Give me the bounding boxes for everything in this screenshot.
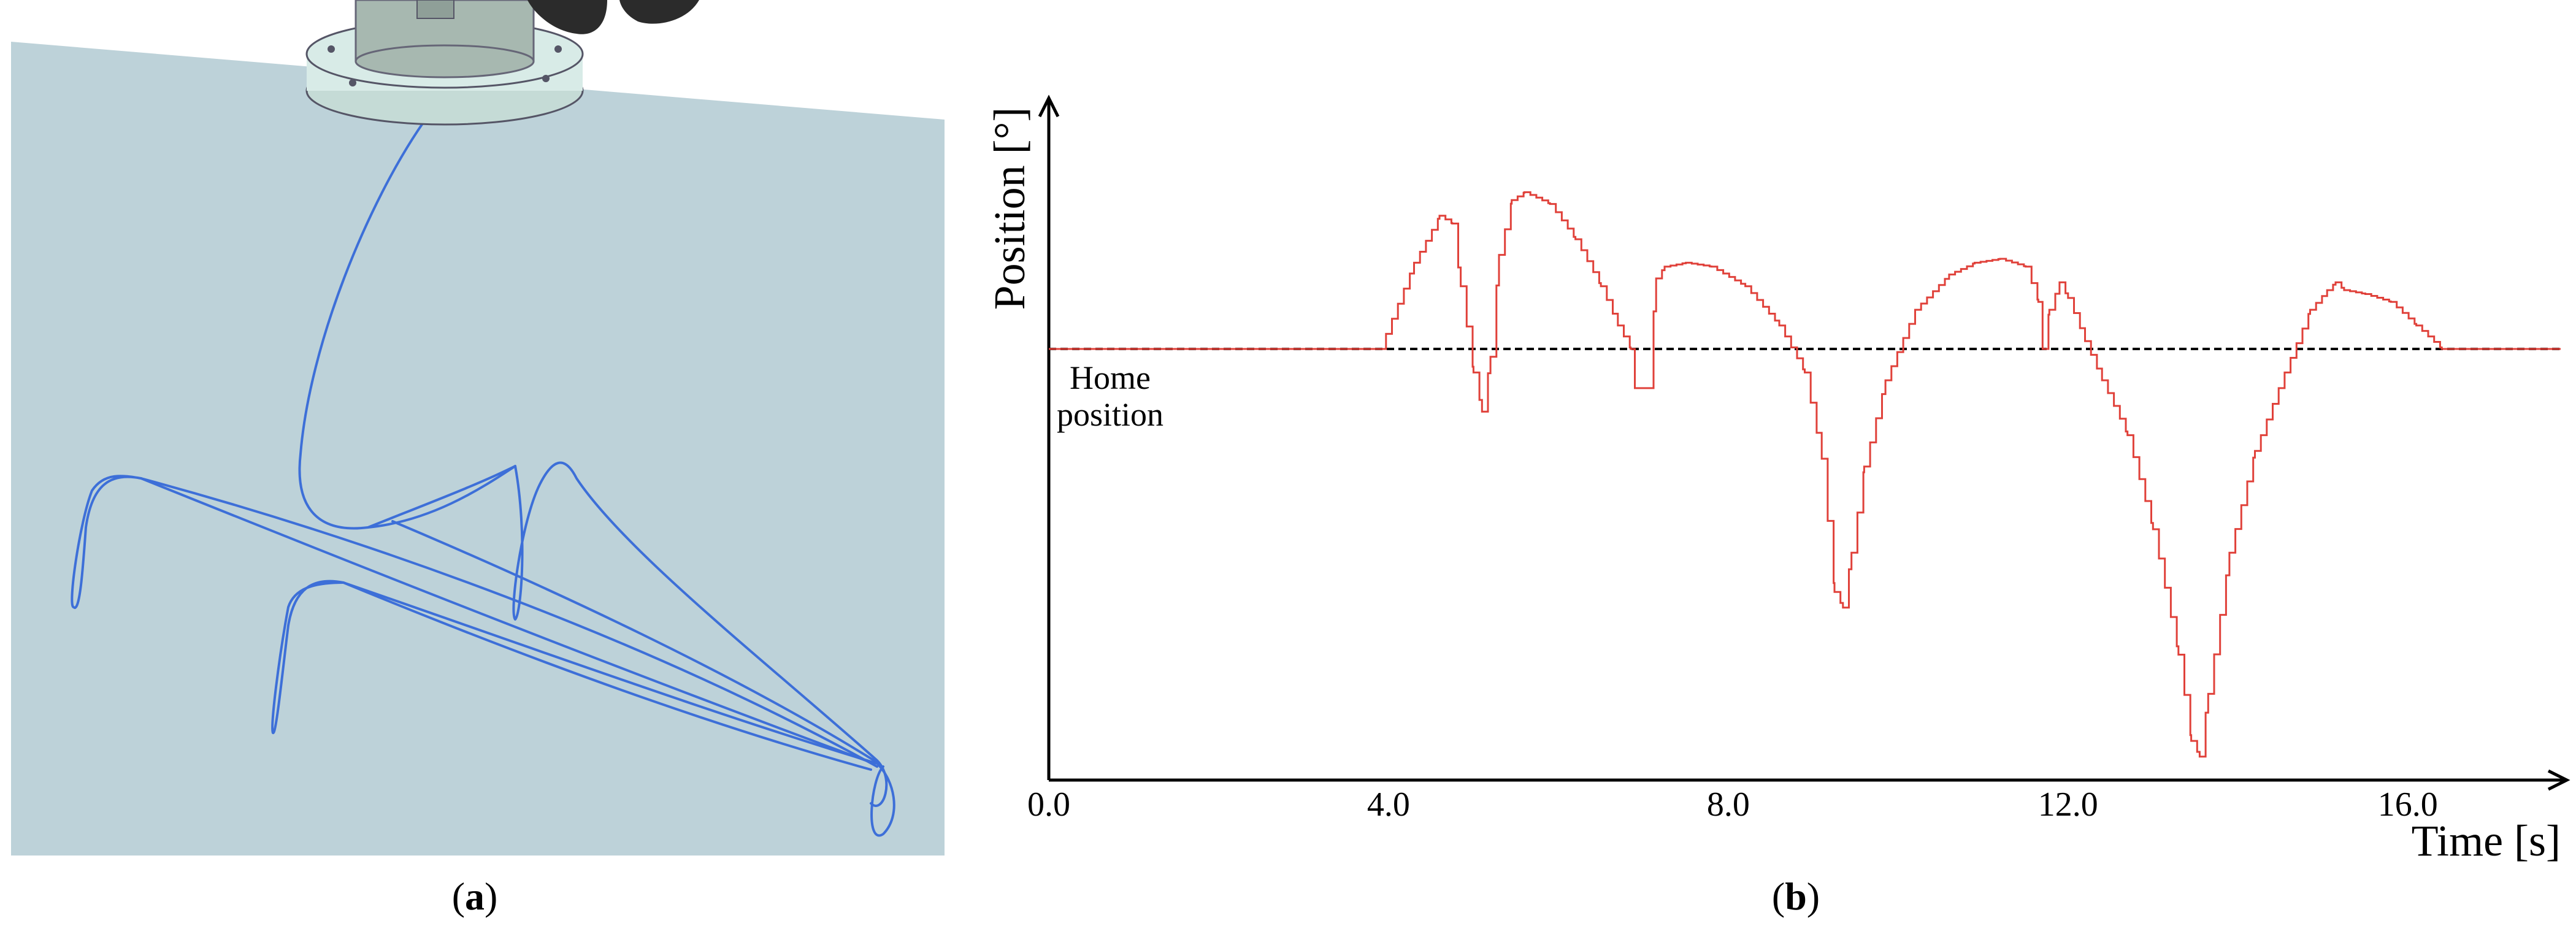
- home-position-label-line2: position: [1057, 396, 1163, 433]
- position-series-line: [1049, 191, 2561, 758]
- x-axis-arrow: [2547, 769, 2570, 791]
- x-axis: Time [s]: [1049, 769, 2570, 865]
- trajectory-render-svg: [11, 0, 945, 856]
- trajectory-path: [71, 121, 895, 837]
- work-plane: [11, 42, 945, 856]
- tool-body-detail: [416, 0, 454, 19]
- flange-bolt: [554, 45, 562, 53]
- x-tick-label: 4.0: [1367, 786, 1410, 824]
- tool-head: [305, 0, 699, 126]
- position-chart-svg: Position [°] Time [s] 0.0 4.0 8.0 12.0 16.0 …: [985, 94, 2570, 865]
- caption-a: (a): [451, 875, 498, 918]
- gripper-finger-right: [619, 0, 699, 24]
- gripper-finger-left: [527, 0, 607, 34]
- caption-a-letter: a: [465, 875, 485, 918]
- x-tick-label: 16.0: [2378, 786, 2438, 824]
- home-position-reference: Home position: [1049, 348, 2561, 433]
- flange-bolt: [542, 75, 550, 82]
- flange-bolt: [349, 79, 356, 86]
- caption-b: (b): [1771, 875, 1820, 918]
- flange-bolt: [328, 45, 335, 53]
- trajectory-render: [0, 0, 957, 859]
- home-position-label-line1: Home: [1070, 359, 1151, 396]
- y-axis: Position [°]: [985, 94, 1060, 780]
- y-axis-label: Position [°]: [985, 107, 1034, 310]
- caption-b-letter: b: [1785, 875, 1807, 918]
- x-tick-label: 8.0: [1707, 786, 1750, 824]
- x-axis-label: Time [s]: [2412, 816, 2561, 865]
- x-tick-label: 12.0: [2038, 786, 2098, 824]
- x-tick-labels: 0.0 4.0 8.0 12.0 16.0: [1027, 786, 2438, 824]
- position-chart: Position [°] Time [s] 0.0 4.0 8.0 12.0 16.0 …: [957, 0, 2576, 931]
- tool-body-base: [355, 44, 535, 78]
- y-axis-arrow: [1038, 94, 1060, 118]
- x-tick-label: 0.0: [1027, 786, 1070, 824]
